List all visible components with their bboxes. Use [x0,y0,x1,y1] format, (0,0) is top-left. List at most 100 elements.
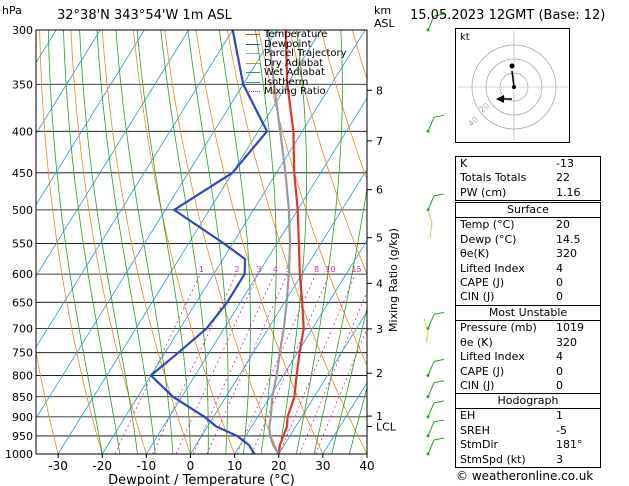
dry-adiabat-line [289,30,367,276]
dry-adiabat-line [603,30,629,454]
dry-adiabat-line [258,30,367,367]
mixing-ratio-line [192,273,275,454]
most-unstable-row: Pressure (mb) 1019 [460,321,584,335]
x-tick-label: 40 [359,459,374,473]
most-unstable-row: CAPE (J) 0 [460,364,563,378]
legend-item: Mixing Ratio [246,87,347,97]
mixing-ratio-label: 4 [273,265,278,274]
wind-barb [427,421,435,437]
parcel-trajectory-curve [266,30,292,454]
surface-row: CIN (J) 0 [460,290,563,304]
wind-barb [423,318,429,344]
wind-barb-base [426,395,430,399]
wet-adiabat-line [47,30,103,454]
pressure-tick-label: 950 [12,430,33,443]
wet-adiabat-line [136,30,191,454]
surface-row: CAPE (J) 0 [460,276,563,290]
isotherm-line [190,168,367,454]
km-tick-label: 1 [376,410,383,423]
pressure-tick-label: 750 [12,347,33,360]
hodograph-unit-label: kt [460,32,470,43]
hodograph: kt 20 40 [455,28,570,143]
km-tick-label: 4 [376,277,383,290]
x-axis-title: Dewpoint / Temperature (°C) [108,473,295,486]
wet-adiabat-line [187,30,229,454]
legend-item: Parcel Trajectory [246,49,347,59]
legend-label: Parcel Trajectory [264,48,347,59]
wet-adiabat-line [160,30,209,454]
wet-adiabat-line [255,30,277,454]
dry-adiabat-line [320,30,367,181]
hodograph-table: Hodograph EH 1 SREH -5 StmDir 181° StmSpd (… [455,393,601,469]
mixing-ratio-label: 15 [351,265,361,274]
pressure-tick-label: 650 [12,296,33,309]
most-unstable-table: Most Unstable Pressure (mb) 1019 θe (K) 32… [455,305,601,395]
hodograph-ring-label: 40 [467,115,481,128]
wind-barb [427,195,435,211]
wind-barb [427,439,435,455]
wind-barb [427,209,433,238]
pressure-tick-label: 1000 [5,448,33,461]
hodograph-table-title: Hodograph [456,394,600,410]
isotherm-line [36,30,234,348]
wind-barb-base [426,434,430,438]
legend-label: Dewpoint [264,38,312,50]
legend-swatch [246,91,260,93]
plot-frame [35,29,368,455]
x-tick-label: -10 [137,459,157,473]
wet-adiabat-line [313,185,367,454]
wind-barb-base [426,373,430,377]
most-unstable-row: Lifted Index 4 [460,350,563,364]
legend-swatch [246,43,260,45]
datetime-title: 15.05.2023 12GMT (Base: 12) [410,8,606,23]
x-tick-label: 30 [315,459,330,473]
wet-adiabat-line [63,30,121,454]
dry-adiabat-line [36,349,59,454]
surface-row: θe(K) 320 [460,247,577,261]
km-tick-label: 6 [376,184,383,197]
surface-row: Dewp (°C) 14.5 [460,232,581,246]
pressure-tick-label: 300 [12,24,33,37]
legend-item: Dry Adiabat [246,58,347,69]
wind-barb [427,402,435,418]
surface-row: Lifted Index 4 [460,261,563,275]
wet-adiabat-line [218,30,251,454]
hodograph-ring-label: 20 [478,101,492,114]
wet-adiabat-line [115,30,174,454]
wind-barb [433,13,445,17]
legend-label: Wet Adiabat [264,67,325,78]
dry-adiabat-line [164,30,280,454]
hodograph-plot: kt 20 40 [458,31,568,141]
mixing-ratio-line [299,291,367,454]
most-unstable-row: θe (K) 320 [460,335,577,349]
wind-barb [433,419,445,423]
wind-barb [433,437,445,441]
legend-label: Isotherm [264,76,309,88]
km-tick-label: 7 [376,135,383,148]
index-row-pw: PW (cm) 1.16 [460,185,581,199]
legend-swatch [246,62,260,64]
hodograph-row: EH 1 [460,409,563,423]
wind-barb [427,361,435,376]
index-row-k: K -13 [460,157,574,170]
wind-barb [433,400,445,404]
indices-table: K -13 Totals Totals 22 PW (cm) 1.16 [455,156,601,202]
pressure-tick-label: 450 [12,167,33,180]
mixing-ratio-label: 20 [370,265,380,274]
hodograph-point [512,85,516,89]
location-title: 32°38'N 343°54'W 1m ASL [57,8,232,23]
mixing-ratio-label: 1 [199,265,204,274]
wet-adiabat-line [348,386,367,454]
isotherm-line [145,97,367,454]
legend-swatch [246,81,260,83]
hodograph-trace [511,70,515,88]
hodograph-row: StmDir 181° [460,438,583,452]
pressure-tick-label: 350 [12,78,33,91]
wind-barb [427,117,435,132]
hodograph-row: SREH -5 [460,423,567,437]
most-unstable-title: Most Unstable [456,306,600,322]
isotherm-line [36,30,145,206]
mixing-ratio-axis-title: Mixing Ratio (g/kg) [387,228,400,332]
pressure-tick-label: 800 [12,369,33,382]
surface-row: Temp (°C) 20 [460,218,570,232]
